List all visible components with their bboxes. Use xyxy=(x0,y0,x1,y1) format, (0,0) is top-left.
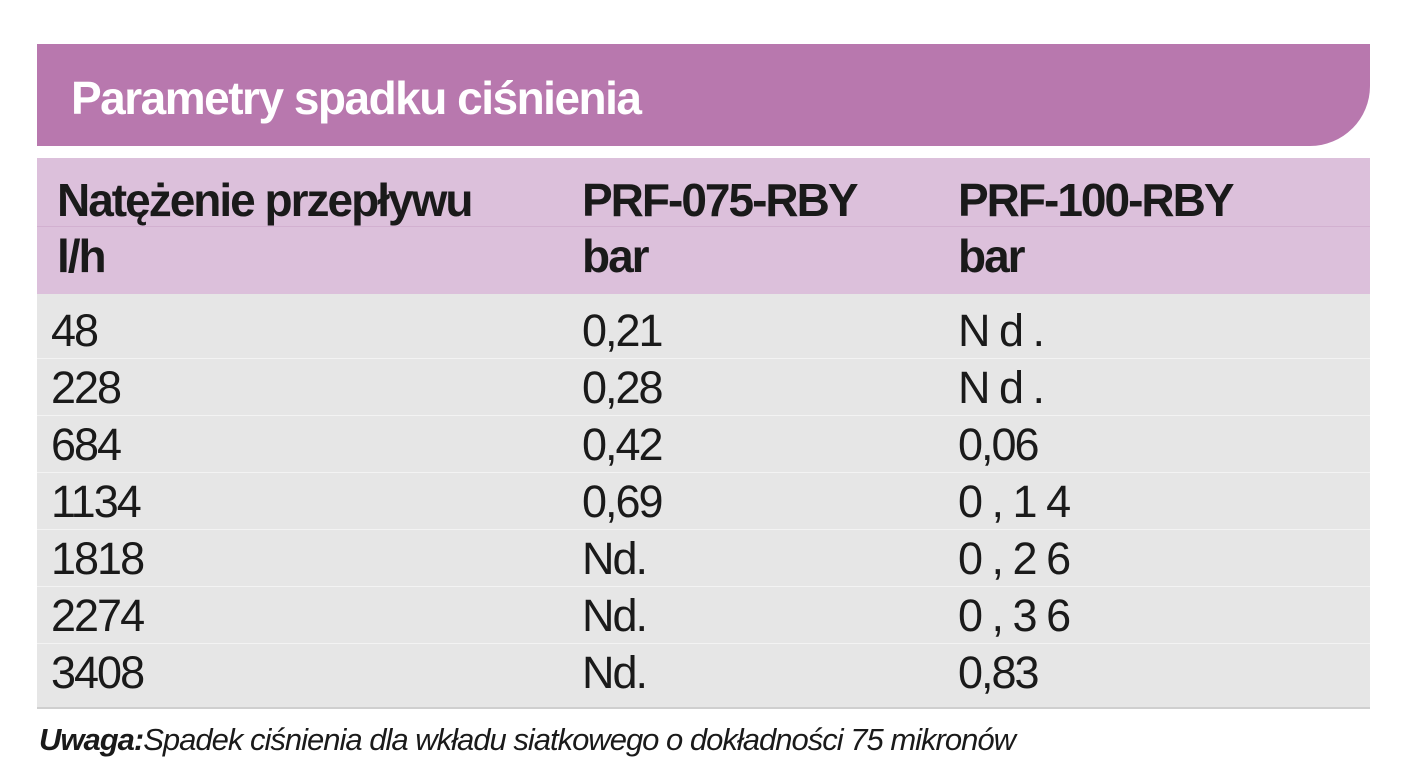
table-row: 1818 Nd. 0 , 2 6 xyxy=(37,530,1370,587)
cell-prf-100: 0 , 3 6 xyxy=(958,589,1071,641)
header-flow-rate-label: Natężenie przepływu xyxy=(57,174,473,226)
footnote-text: Spadek ciśnienia dla wkładu siatkowego o… xyxy=(143,722,1016,757)
table-body: 48 0,21 N d . 228 0,28 N d . 684 0,42 0,… xyxy=(37,294,1370,709)
header-prf-100: PRF-100-RBY bar xyxy=(958,158,1370,294)
cell-flow-rate: 3408 xyxy=(51,646,145,698)
cell-prf-100: 0 , 2 6 xyxy=(958,532,1071,584)
cell-prf-075: Nd. xyxy=(582,532,648,584)
cell-prf-100: 0,06 xyxy=(958,418,1040,470)
header-prf-100-label: PRF-100-RBY xyxy=(958,174,1235,226)
header-flow-rate: Natężenie przepływu l/h xyxy=(37,158,582,294)
cell-prf-075: 0,28 xyxy=(582,361,664,413)
header-prf-075-unit: bar xyxy=(582,230,650,282)
table-row: 48 0,21 N d . xyxy=(37,302,1370,359)
cell-flow-rate: 1818 xyxy=(51,532,145,584)
table-title-bar: Parametry spadku ciśnienia xyxy=(37,44,1370,146)
footnote: Uwaga:Spadek ciśnienia dla wkładu siatko… xyxy=(39,722,1016,758)
header-flow-rate-unit: l/h xyxy=(57,230,107,282)
table-row: 228 0,28 N d . xyxy=(37,359,1370,416)
table-title: Parametry spadku ciśnienia xyxy=(71,72,642,124)
header-prf-075: PRF-075-RBY bar xyxy=(582,158,958,294)
cell-flow-rate: 1134 xyxy=(51,475,142,527)
cell-flow-rate: 684 xyxy=(51,418,122,470)
cell-prf-100: 0,83 xyxy=(958,646,1040,698)
cell-prf-075: 0,42 xyxy=(582,418,664,470)
header-prf-100-unit: bar xyxy=(958,230,1026,282)
cell-flow-rate: 2274 xyxy=(51,589,145,641)
footnote-label: Uwaga: xyxy=(39,722,144,757)
table-row: 1134 0,69 0 , 1 4 xyxy=(37,473,1370,530)
table-row: 2274 Nd. 0 , 3 6 xyxy=(37,587,1370,644)
cell-prf-100: N d . xyxy=(958,361,1045,413)
cell-prf-075: 0,21 xyxy=(582,304,664,356)
table-header-row: Natężenie przepływu l/h PRF-075-RBY bar … xyxy=(37,146,1370,294)
cell-prf-100: N d . xyxy=(958,304,1045,356)
table-row: 3408 Nd. 0,83 xyxy=(37,644,1370,701)
cell-prf-075: Nd. xyxy=(582,589,648,641)
header-prf-075-label: PRF-075-RBY xyxy=(582,174,859,226)
cell-prf-075: Nd. xyxy=(582,646,648,698)
cell-prf-075: 0,69 xyxy=(582,475,664,527)
cell-flow-rate: 48 xyxy=(51,304,99,356)
cell-flow-rate: 228 xyxy=(51,361,122,413)
cell-prf-100: 0 , 1 4 xyxy=(958,475,1071,527)
table-row: 684 0,42 0,06 xyxy=(37,416,1370,473)
pressure-drop-table: Parametry spadku ciśnienia Natężenie prz… xyxy=(37,44,1370,709)
